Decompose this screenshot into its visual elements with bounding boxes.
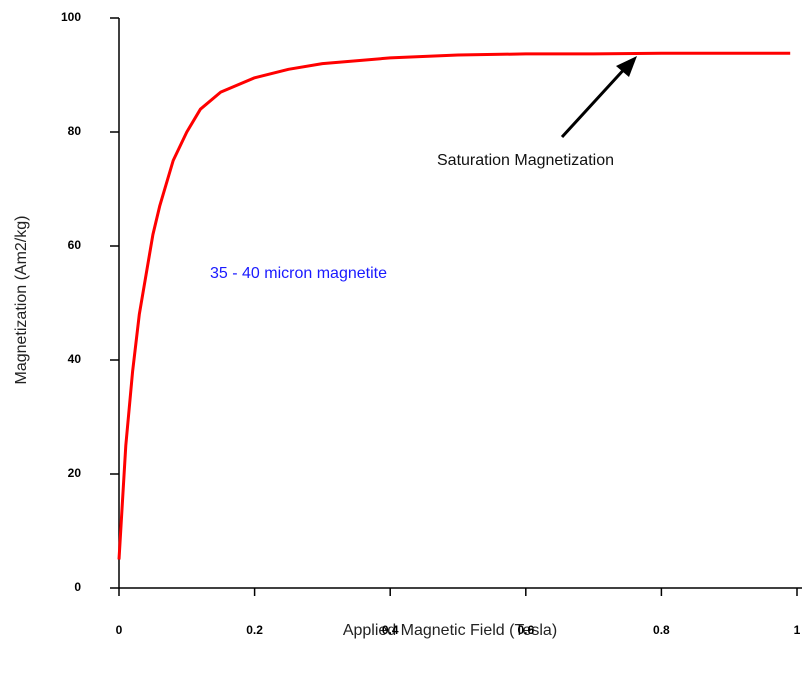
x-tick-label: 1 xyxy=(794,623,801,637)
y-axis-label: Magnetization (Am2/kg) xyxy=(13,216,30,385)
x-tick-label: 0.8 xyxy=(653,623,670,637)
page: {"chart_data": { "type": "line", "xlabel… xyxy=(0,0,802,673)
annotation: 35 - 40 micron magnetite xyxy=(210,265,387,282)
y-tick-label: 100 xyxy=(61,10,81,24)
data-line xyxy=(119,53,790,559)
annotation: Saturation Magnetization xyxy=(437,152,614,169)
annotation-arrow xyxy=(562,65,628,137)
y-tick-label: 60 xyxy=(68,238,82,252)
y-tick-label: 0 xyxy=(74,580,81,594)
y-tick-label: 80 xyxy=(68,124,82,138)
x-tick-label: 0 xyxy=(116,623,123,637)
x-tick-label: 0.2 xyxy=(246,623,263,637)
x-tick-label: 0.4 xyxy=(382,623,399,637)
y-tick-label: 20 xyxy=(68,466,82,480)
x-tick-label: 0.6 xyxy=(517,623,534,637)
chart: Applied Magnetic Field (Tesla) Magnetiza… xyxy=(0,0,802,673)
y-tick-label: 40 xyxy=(68,352,82,366)
